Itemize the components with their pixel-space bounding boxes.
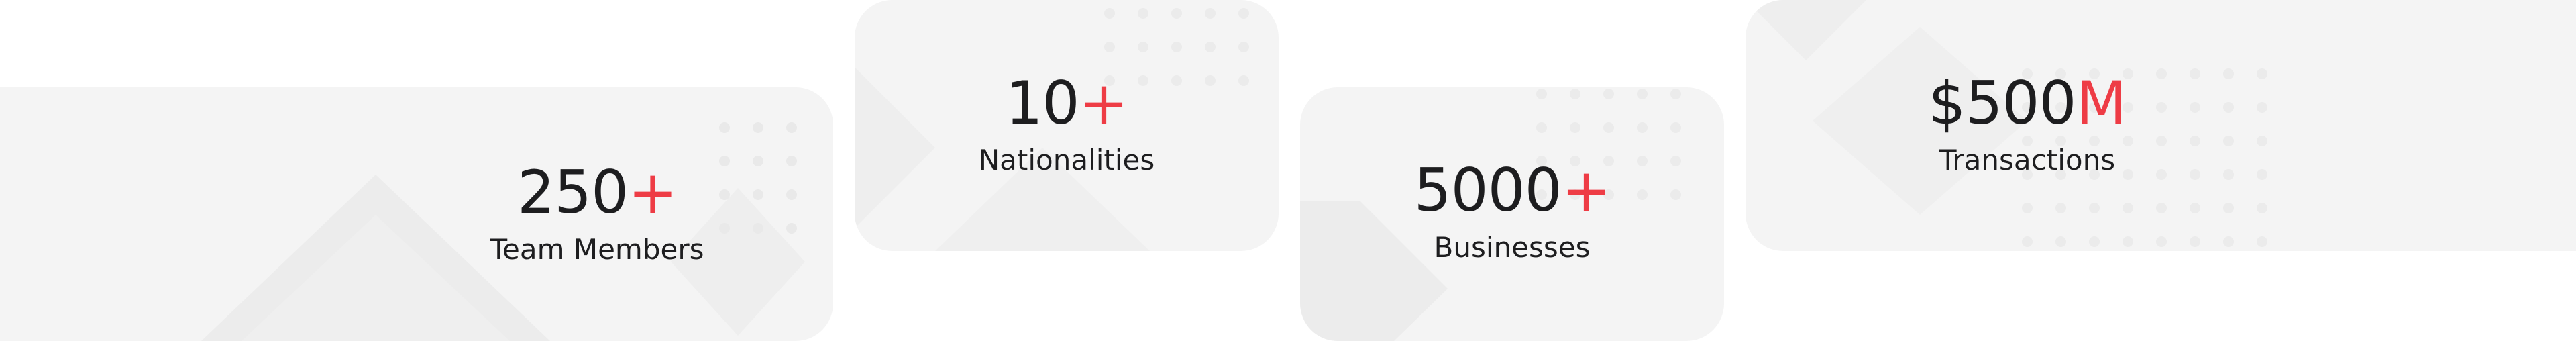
stat-content: 5000+ Businesses <box>1300 161 1724 262</box>
stat-content: 10+ Nationalities <box>855 74 1279 175</box>
stat-suffix: + <box>1561 156 1611 225</box>
stat-number: 5000 <box>1413 156 1562 225</box>
stat-label: Businesses <box>1434 231 1591 264</box>
stat-content: 250+ Team Members <box>396 163 798 264</box>
stat-value: 250+ <box>517 163 678 222</box>
stat-value: 5000+ <box>1414 161 1611 220</box>
stat-value: 10+ <box>1006 74 1129 133</box>
stat-suffix: M <box>2076 68 2127 138</box>
stat-suffix: + <box>628 158 678 227</box>
stat-number: 10 <box>1005 68 1080 138</box>
stat-label: Transactions <box>1939 144 2116 177</box>
stat-card-businesses: 5000+ Businesses <box>1300 87 1724 341</box>
stat-value: $500M <box>1929 74 2127 133</box>
stat-card-nationalities: 10+ Nationalities <box>855 0 1279 251</box>
stat-content: $500M Transactions <box>1813 74 2242 175</box>
stat-label: Nationalities <box>978 144 1155 177</box>
stat-number: 250 <box>517 158 629 227</box>
stat-suffix: + <box>1079 68 1129 138</box>
stat-number: $500 <box>1928 68 2077 138</box>
stat-card-transactions: $500M Transactions <box>1746 0 2576 251</box>
stat-label: Team Members <box>490 233 704 266</box>
stat-card-team-members: 250+ Team Members <box>0 87 833 341</box>
